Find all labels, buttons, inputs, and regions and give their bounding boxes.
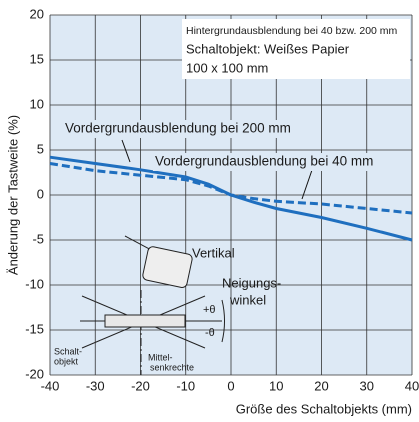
x-tick-label: -30 (86, 378, 105, 393)
diagram-label: objekt (54, 356, 79, 366)
annotation-bg (63, 120, 315, 138)
annotation-bg (153, 153, 405, 171)
series-annotation: Vordergrundausblendung bei 200 mm (65, 121, 291, 136)
x-tick-label: 40 (405, 378, 419, 393)
y-tick-label: 15 (30, 51, 44, 66)
diagram-label: winkel (229, 292, 266, 307)
diagram-label: Mittel- (148, 352, 173, 362)
annotation-arrow (301, 169, 313, 200)
diagram-label: Neigungs- (222, 275, 281, 290)
diagram-label: +θ (203, 304, 216, 316)
x-tick-label: -40 (41, 378, 60, 393)
diagram-label: -θ (205, 327, 215, 339)
x-tick-label: 20 (314, 378, 328, 393)
x-tick-label: 10 (269, 378, 283, 393)
sensor (142, 246, 193, 288)
y-tick-label: -10 (25, 276, 44, 291)
y-tick-label: 20 (30, 6, 44, 21)
angle-arc (221, 299, 225, 343)
y-tick-label: -20 (25, 366, 44, 381)
x-tick-label: -10 (176, 378, 195, 393)
inset-line: Schaltobjekt: Weißes Papier (186, 41, 350, 56)
y-tick-label: -5 (32, 231, 44, 246)
x-tick-label: 0 (227, 378, 234, 393)
inset-line: Hintergrundausblendung bei 40 bzw. 200 m… (186, 25, 398, 37)
x-axis-label: Größe des Schaltobjekts (mm) (236, 401, 412, 416)
annotation-arrow (121, 139, 131, 163)
x-tick-label: 30 (360, 378, 374, 393)
object (104, 314, 186, 328)
diagram-label: Vertikal (192, 245, 235, 260)
inset-box (182, 19, 410, 79)
series-annotation: Vordergrundausblendung bei 40 mm (155, 154, 373, 169)
y-tick-label: 0 (37, 186, 44, 201)
series-line (49, 162, 413, 215)
y-tick-label: 5 (37, 141, 44, 156)
y-tick-label: -15 (25, 321, 44, 336)
inset-line: 100 x 100 mm (186, 60, 268, 75)
y-axis-label: Änderung der Tastweite (%) (5, 115, 20, 275)
x-tick-label: -20 (131, 378, 150, 393)
y-tick-label: 10 (30, 96, 44, 111)
diagram-label: Schalt- (54, 346, 82, 356)
sensor-diagram (80, 235, 225, 375)
diagram-label: senkrechte (150, 362, 194, 372)
